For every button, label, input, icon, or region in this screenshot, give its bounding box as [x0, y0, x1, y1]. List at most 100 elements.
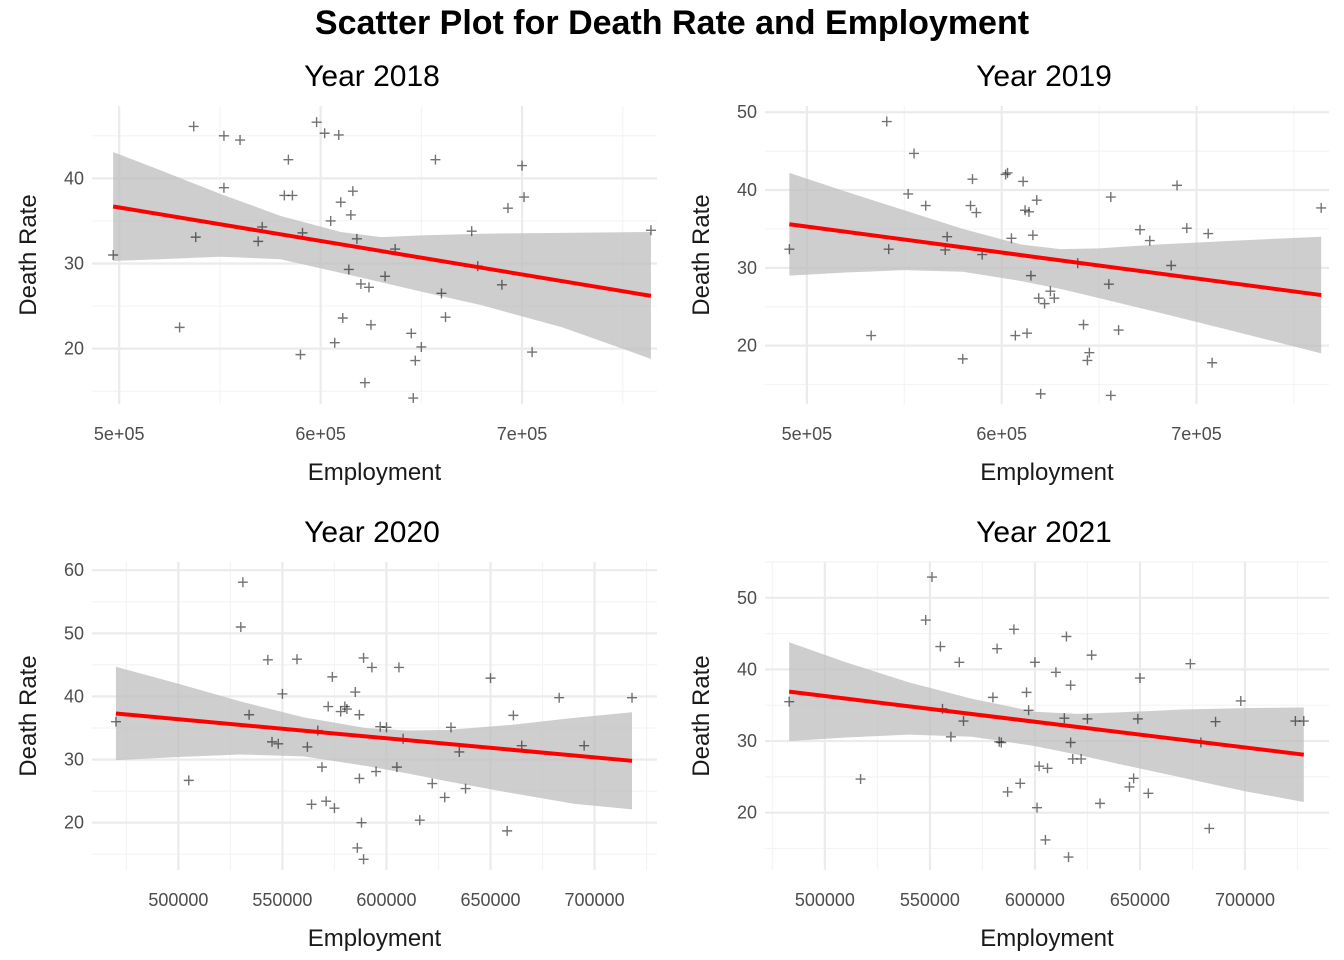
- data-point: [237, 577, 248, 588]
- x-tick-label: 600000: [356, 890, 416, 910]
- data-point: [645, 225, 656, 236]
- data-point: [1025, 270, 1036, 281]
- y-tick-label: 50: [737, 588, 757, 608]
- data-point: [380, 271, 391, 282]
- data-point: [1204, 823, 1215, 834]
- data-point: [957, 353, 968, 364]
- data-point: [408, 393, 419, 404]
- data-point: [410, 355, 421, 366]
- data-point: [1032, 802, 1043, 813]
- data-point: [1045, 286, 1056, 297]
- y-tick-label: 40: [737, 659, 757, 679]
- y-axis-title: Death Rate: [688, 194, 715, 315]
- x-tick-label: 7e+05: [1171, 424, 1222, 444]
- x-tick-label: 500000: [148, 890, 208, 910]
- data-point: [1023, 705, 1034, 716]
- data-point: [329, 337, 340, 348]
- data-point: [926, 572, 937, 583]
- data-point: [445, 722, 456, 733]
- data-point: [1103, 279, 1114, 290]
- data-point: [502, 825, 513, 836]
- confidence-band: [789, 172, 1322, 354]
- x-tick-label: 7e+05: [497, 424, 548, 444]
- data-point: [1067, 753, 1078, 764]
- data-point: [1049, 293, 1060, 304]
- data-point: [273, 738, 284, 749]
- data-point: [855, 774, 866, 785]
- data-point: [1076, 753, 1087, 764]
- data-point: [1105, 390, 1116, 401]
- data-point: [971, 207, 982, 218]
- data-point: [1172, 180, 1183, 191]
- data-point: [1105, 192, 1116, 203]
- data-point: [1023, 206, 1034, 217]
- data-point: [920, 615, 931, 626]
- data-point: [1040, 834, 1051, 845]
- data-point: [1298, 716, 1309, 727]
- x-tick-label: 550000: [252, 890, 312, 910]
- data-point: [1018, 176, 1029, 187]
- data-point: [1002, 786, 1013, 797]
- data-point: [253, 236, 264, 247]
- data-point: [343, 264, 354, 275]
- x-tick-label: 5e+05: [94, 424, 145, 444]
- data-point: [1035, 388, 1046, 399]
- panel-title: Year 2019: [976, 60, 1112, 93]
- data-point: [359, 377, 370, 388]
- data-point: [319, 128, 330, 139]
- data-point: [295, 349, 306, 360]
- data-point: [1022, 328, 1033, 339]
- panel-4: 500000 550000 600000 650000 700000 20 30 40 50 Em…: [688, 516, 1329, 952]
- data-point: [1002, 167, 1013, 178]
- data-point: [935, 641, 946, 652]
- data-point: [302, 741, 313, 752]
- data-point: [1065, 680, 1076, 691]
- data-point: [519, 192, 530, 203]
- fit-line: [115, 711, 633, 763]
- x-axis-title: Employment: [308, 925, 442, 952]
- data-point: [460, 783, 471, 794]
- data-point: [866, 330, 877, 341]
- data-point: [188, 121, 199, 132]
- y-tick-label: 30: [64, 750, 84, 770]
- data-point: [427, 778, 438, 789]
- data-point: [335, 706, 346, 717]
- data-point: [517, 160, 528, 171]
- data-point: [1084, 347, 1095, 358]
- data-point: [496, 279, 507, 290]
- data-point: [439, 792, 450, 803]
- data-point: [174, 322, 185, 333]
- data-point: [1095, 798, 1106, 809]
- data-point: [1042, 763, 1053, 774]
- data-point: [1143, 788, 1154, 799]
- y-axis-title: Death Rate: [15, 194, 42, 315]
- data-point: [358, 854, 369, 865]
- y-tick-label: 30: [64, 254, 84, 274]
- data-point: [1010, 330, 1021, 341]
- data-point: [1316, 202, 1327, 213]
- data-point: [183, 775, 194, 786]
- data-point: [784, 244, 795, 255]
- y-tick-label: 60: [64, 560, 84, 580]
- y-tick-label: 20: [737, 803, 757, 823]
- data-point: [1086, 650, 1097, 661]
- data-point: [354, 709, 365, 720]
- panel-title: Year 2021: [976, 516, 1112, 549]
- data-point: [1144, 235, 1155, 246]
- x-tick-label: 500000: [795, 890, 855, 910]
- data-point: [235, 622, 246, 633]
- data-point: [954, 657, 965, 668]
- data-point: [1021, 687, 1032, 698]
- data-point: [371, 766, 382, 777]
- data-point: [1065, 737, 1076, 748]
- data-point: [1128, 773, 1139, 784]
- data-point: [942, 231, 953, 242]
- data-point: [358, 652, 369, 663]
- y-tick-label: 20: [737, 336, 757, 356]
- data-point: [1061, 631, 1072, 642]
- data-point: [1082, 713, 1093, 724]
- y-tick-label: 50: [737, 102, 757, 122]
- data-point: [1031, 195, 1042, 206]
- data-point: [1015, 778, 1026, 789]
- data-point: [1039, 298, 1050, 309]
